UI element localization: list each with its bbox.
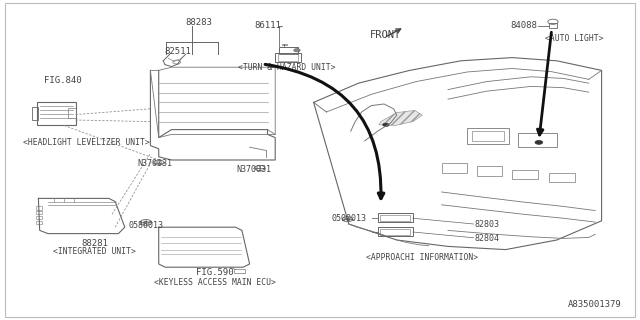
Bar: [472, 131, 504, 141]
Bar: [36, 211, 42, 214]
Bar: [36, 216, 42, 219]
Circle shape: [294, 49, 300, 52]
Text: 88283: 88283: [185, 18, 212, 27]
Text: FIG.590: FIG.590: [196, 268, 234, 277]
Text: N370031: N370031: [138, 159, 173, 168]
Text: 82803: 82803: [475, 220, 500, 229]
Bar: [32, 107, 38, 120]
Text: <AUTO LIGHT>: <AUTO LIGHT>: [545, 34, 604, 43]
Bar: [467, 128, 509, 144]
Text: A835001379: A835001379: [568, 300, 622, 309]
Text: <INTEGRATED UNIT>: <INTEGRATED UNIT>: [53, 247, 136, 256]
Text: N370031: N370031: [237, 165, 272, 174]
Bar: [380, 229, 410, 235]
Bar: [282, 44, 287, 45]
Bar: [549, 173, 575, 182]
Bar: [278, 54, 298, 61]
Bar: [234, 269, 245, 273]
Text: <APPROACHI INFORMATION>: <APPROACHI INFORMATION>: [366, 253, 479, 262]
Circle shape: [383, 123, 389, 126]
Text: <KEYLESS ACCESS MAIN ECU>: <KEYLESS ACCESS MAIN ECU>: [154, 278, 276, 287]
Text: 0500013: 0500013: [332, 214, 366, 223]
FancyArrowPatch shape: [538, 32, 552, 135]
FancyArrowPatch shape: [265, 64, 384, 199]
Bar: [378, 213, 413, 222]
Bar: [279, 47, 298, 54]
Polygon shape: [379, 110, 422, 125]
Bar: [549, 23, 557, 28]
Bar: [518, 133, 557, 147]
Bar: [477, 166, 502, 176]
Text: 82511: 82511: [164, 47, 191, 56]
Text: 88281: 88281: [81, 239, 108, 248]
Bar: [275, 53, 301, 62]
Text: 82804: 82804: [475, 234, 500, 243]
Circle shape: [535, 140, 543, 144]
Bar: [378, 227, 413, 236]
Bar: [36, 221, 42, 224]
Bar: [380, 215, 410, 221]
Bar: [512, 170, 538, 179]
Bar: [36, 206, 42, 210]
Text: 0586013: 0586013: [129, 221, 163, 230]
Text: FIG.840: FIG.840: [44, 76, 81, 84]
Circle shape: [346, 218, 349, 220]
Text: <TURN & HAZARD UNIT>: <TURN & HAZARD UNIT>: [238, 63, 335, 72]
Bar: [37, 102, 76, 125]
Text: <HEADLIGHT LEVELIZER UNIT>: <HEADLIGHT LEVELIZER UNIT>: [23, 138, 150, 147]
Text: 84088: 84088: [511, 21, 538, 30]
Bar: [68, 108, 76, 118]
Bar: [442, 163, 467, 173]
Text: 86111: 86111: [255, 21, 282, 30]
Text: FRONT: FRONT: [370, 30, 401, 40]
